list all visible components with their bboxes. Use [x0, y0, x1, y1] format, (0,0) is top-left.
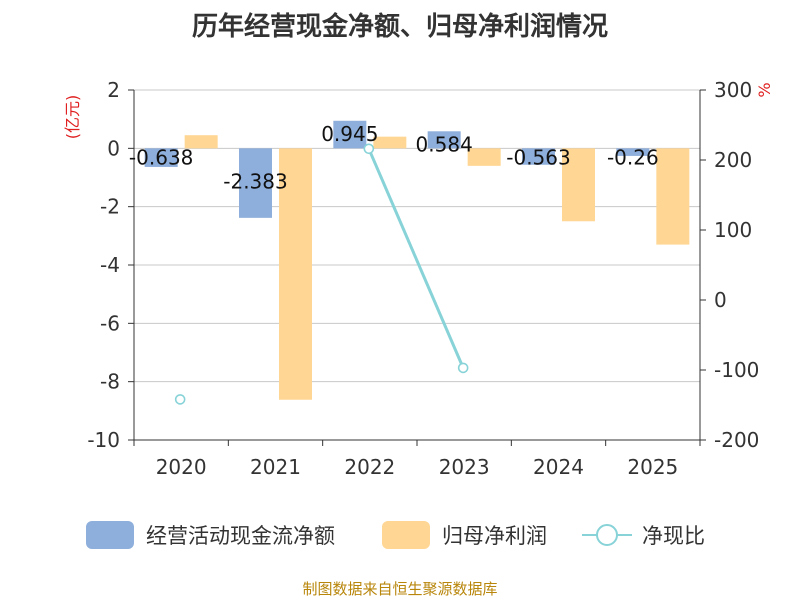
cashflow-bar	[522, 148, 555, 165]
legend-label-ratio: 净现比	[642, 524, 705, 548]
y-right-tick-label: -100	[714, 358, 759, 382]
y-right-tick-label: 0	[714, 288, 727, 312]
cashflow-bar	[616, 148, 650, 156]
y-right-tick-label: 100	[714, 218, 752, 242]
legend-label-net-profit: 归母净利润	[442, 524, 547, 548]
ratio-point	[457, 362, 469, 374]
x-tick-label: 2025	[627, 455, 678, 479]
y-left-tick-label: -2	[100, 195, 120, 219]
cashflow-data-label: -2.383	[223, 169, 287, 193]
y-right-axis-label: %	[755, 82, 774, 97]
cashflow-data-label: -0.26	[607, 145, 659, 169]
cashflow-bar	[144, 148, 178, 167]
y-left-tick-label: 2	[107, 78, 120, 102]
net-profit-bar	[279, 148, 312, 400]
x-tick-label: 2020	[156, 455, 207, 479]
y-right-tick-label: 300	[714, 78, 752, 102]
y-right-tick-label: 200	[714, 148, 752, 172]
legend-label-cashflow: 经营活动现金流净额	[146, 524, 335, 548]
x-tick-label: 2024	[533, 455, 584, 479]
cashflow-data-label: -0.638	[129, 145, 193, 169]
x-tick-label: 2023	[439, 455, 490, 479]
y-right-tick-label: -200	[714, 428, 759, 452]
cashflow-bar	[333, 120, 367, 149]
x-tick-label: 2021	[250, 455, 301, 479]
cashflow-data-label: -0.563	[506, 145, 570, 169]
net-profit-bar	[562, 148, 595, 222]
x-tick-label: 2022	[344, 455, 395, 479]
data-source-note: 制图数据来自恒生聚源数据库	[302, 580, 498, 598]
y-left-tick-label: -8	[100, 370, 120, 394]
net-profit-bar	[656, 148, 690, 245]
net-profit-bar	[467, 148, 501, 166]
y-left-tick-label: -4	[100, 253, 120, 277]
legend-swatch-cashflow	[86, 521, 134, 549]
ratio-point	[174, 394, 186, 405]
cashflow-data-label: 0.945	[321, 122, 378, 146]
y-left-tick-label: -10	[87, 428, 120, 452]
y-left-tick-label: 0	[107, 136, 120, 160]
legend-swatch-ratio-marker	[596, 524, 618, 546]
chart-title: 历年经营现金净额、归母净利润情况	[191, 12, 608, 42]
y-left-axis-label: (亿元)	[63, 95, 82, 140]
cashflow-bar	[427, 131, 461, 149]
net-profit-bar	[373, 136, 407, 149]
cashflow-data-label: 0.584	[416, 132, 473, 156]
y-left-tick-label: -6	[100, 311, 120, 335]
legend-swatch-net-profit	[382, 521, 430, 549]
ratio-line-segment	[367, 148, 465, 369]
cashflow-bar	[239, 148, 272, 218]
net-profit-bar	[184, 135, 218, 149]
ratio-point	[363, 143, 375, 155]
